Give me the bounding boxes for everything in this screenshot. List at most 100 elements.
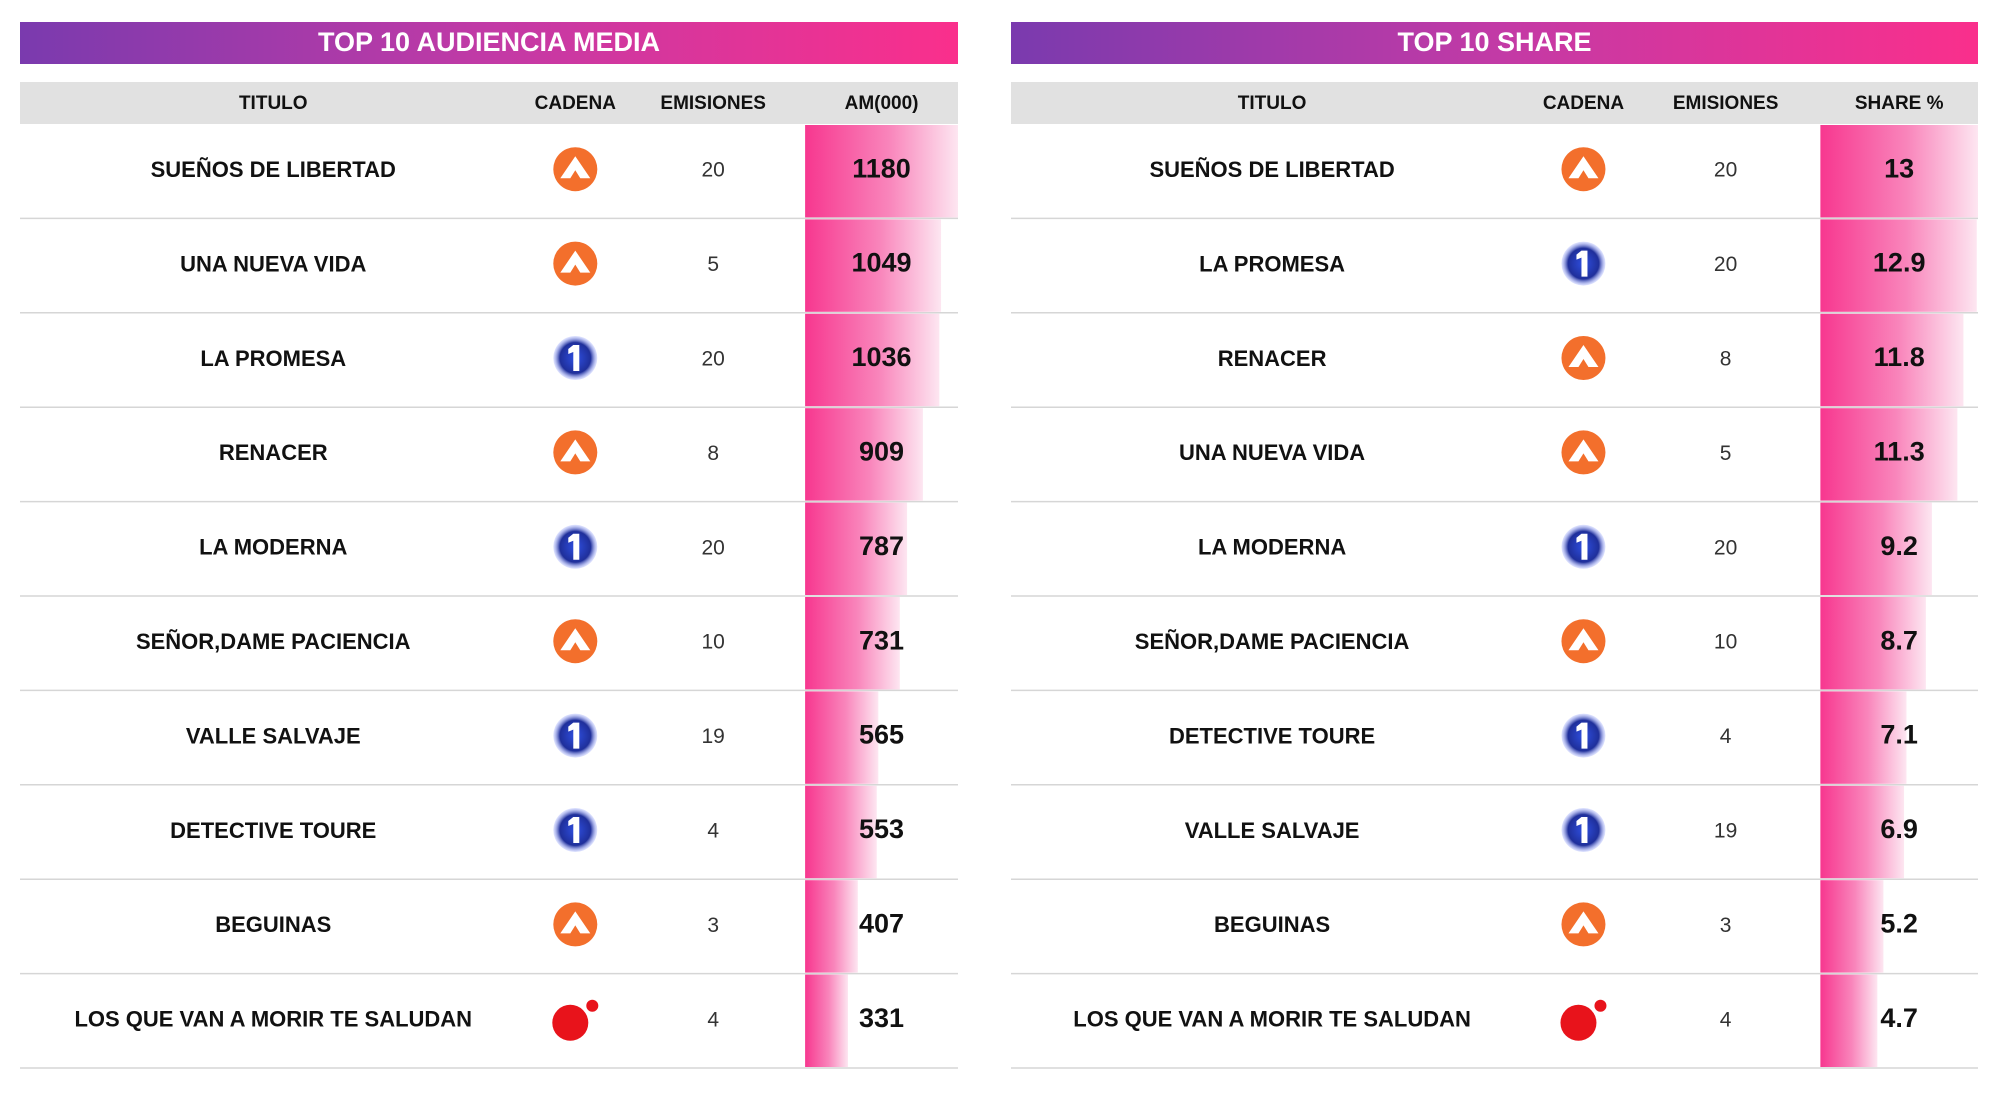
column-header: TITULO xyxy=(239,93,308,114)
channel-logo xyxy=(553,336,598,380)
row-emisiones: 5 xyxy=(707,253,719,276)
logo-shape xyxy=(568,533,580,560)
data-bar xyxy=(1820,502,1932,595)
row-title: BEGUINAS xyxy=(1214,912,1330,937)
header-bg xyxy=(1011,82,1978,124)
channel-logo xyxy=(1561,241,1606,286)
row-title: DETECTIVE TOURE xyxy=(170,818,376,843)
data-bar xyxy=(1820,880,1884,973)
row-emisiones: 8 xyxy=(707,442,719,465)
channel-logo xyxy=(553,713,598,758)
logo-dot xyxy=(1594,999,1607,1012)
row-title: UNA NUEVA VIDA xyxy=(180,251,366,276)
logo-shape xyxy=(1568,156,1599,179)
row-value: 7.1 xyxy=(1880,720,1918,750)
row-value: 5.2 xyxy=(1880,909,1918,939)
row-emisiones: 4 xyxy=(1720,1008,1732,1031)
banner-title: TOP 10 SHARE xyxy=(1397,27,1591,57)
channel-logo xyxy=(1561,713,1606,758)
row-title: DETECTIVE TOURE xyxy=(1169,723,1375,748)
data-bar xyxy=(805,313,940,407)
row-emisiones: 19 xyxy=(702,725,725,748)
data-bar xyxy=(1820,408,1958,501)
row-title: RENACER xyxy=(219,440,328,465)
row-value: 553 xyxy=(859,814,904,844)
logo-circle xyxy=(1560,1004,1597,1041)
row-emisiones: 3 xyxy=(1720,914,1732,937)
row-emisiones: 4 xyxy=(1720,725,1732,748)
row-emisiones: 5 xyxy=(1720,442,1732,465)
row-title: SUEÑOS DE LIBERTAD xyxy=(151,157,396,182)
column-header: EMISIONES xyxy=(1673,93,1779,114)
row-value: 13 xyxy=(1884,153,1914,183)
row-value: 565 xyxy=(859,720,904,750)
data-bar xyxy=(805,408,923,501)
column-header: AM(000) xyxy=(845,93,919,114)
logo-shape xyxy=(1576,722,1588,749)
channel-logo xyxy=(1561,147,1606,192)
logo-shape xyxy=(1576,533,1588,560)
channel-logo xyxy=(552,999,599,1041)
row-value: 787 xyxy=(859,531,904,561)
channel-logo xyxy=(1561,336,1606,380)
row-value: 1036 xyxy=(852,342,912,372)
column-header: CADENA xyxy=(535,93,617,114)
row-value: 8.7 xyxy=(1880,625,1918,655)
logo-shape xyxy=(1576,250,1588,277)
data-bar xyxy=(1820,219,1977,312)
data-bar xyxy=(805,785,877,879)
row-emisiones: 20 xyxy=(702,536,725,559)
channel-logo xyxy=(1561,430,1606,475)
channel-logo xyxy=(553,241,598,286)
row-emisiones: 10 xyxy=(1714,631,1737,654)
logo-shape xyxy=(1568,911,1599,934)
logo-shape xyxy=(1568,628,1599,651)
data-bar xyxy=(1820,597,1926,690)
row-value: 11.8 xyxy=(1874,342,1925,372)
row-value: 407 xyxy=(859,909,904,939)
data-bar xyxy=(805,974,848,1067)
column-header: SHARE % xyxy=(1855,93,1944,114)
logo-shape xyxy=(560,439,591,462)
data-bar xyxy=(1820,974,1878,1067)
row-value: 9.2 xyxy=(1880,531,1918,561)
row-value: 731 xyxy=(859,625,904,655)
row-title: VALLE SALVAJE xyxy=(186,723,361,748)
channel-logo xyxy=(553,902,598,947)
banner-title: TOP 10 AUDIENCIA MEDIA xyxy=(318,27,660,57)
logo-shape xyxy=(1568,439,1599,462)
logo-circle xyxy=(552,1004,589,1041)
row-title: LA MODERNA xyxy=(1198,535,1346,560)
data-bar xyxy=(1820,691,1907,784)
row-title: LA PROMESA xyxy=(1199,251,1345,276)
row-emisiones: 20 xyxy=(1714,159,1737,182)
row-emisiones: 8 xyxy=(1720,348,1732,371)
logo-shape xyxy=(560,911,591,934)
channel-logo xyxy=(553,808,598,852)
data-bar xyxy=(805,219,942,312)
row-title: BEGUINAS xyxy=(215,912,331,937)
banner xyxy=(1011,22,1978,64)
column-header: CADENA xyxy=(1543,93,1625,114)
logo-shape xyxy=(568,817,580,843)
row-title: UNA NUEVA VIDA xyxy=(1179,440,1365,465)
channel-logo xyxy=(553,619,598,664)
row-title: LA PROMESA xyxy=(200,346,346,371)
logo-shape xyxy=(1568,345,1599,367)
channel-logo xyxy=(553,524,598,569)
row-value: 11.3 xyxy=(1874,437,1925,467)
channel-logo xyxy=(1561,619,1606,664)
logo-shape xyxy=(568,345,580,371)
channel-logo xyxy=(1561,808,1606,852)
header-bg xyxy=(20,82,958,124)
data-bar xyxy=(805,597,900,690)
logo-shape xyxy=(560,628,591,651)
row-emisiones: 20 xyxy=(1714,253,1737,276)
data-bar xyxy=(1820,313,1964,407)
row-title: LOS QUE VAN A MORIR TE SALUDAN xyxy=(1073,1007,1471,1032)
data-bar xyxy=(1820,125,1978,218)
column-header: TITULO xyxy=(1238,93,1307,114)
row-emisiones: 20 xyxy=(1714,536,1737,559)
row-value: 1180 xyxy=(852,153,911,183)
